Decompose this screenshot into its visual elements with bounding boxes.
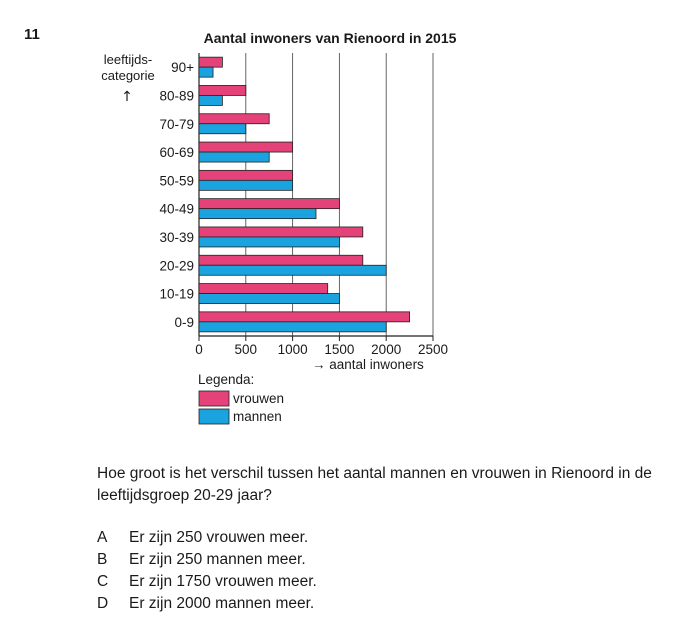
x-tick-label: 0 [195,342,203,357]
option-d[interactable]: D Er zijn 2000 mannen meer. [97,593,317,615]
legend-label-mannen: mannen [233,409,282,424]
option-text: Er zijn 250 vrouwen meer. [129,529,309,546]
bar-vrouwen [198,141,293,153]
category-label: 0-9 [174,315,194,330]
option-letter: B [97,551,108,568]
legend-swatch-mannen [198,408,230,425]
y-axis-label-line1: leeftijds- [104,52,152,67]
option-text: Er zijn 1750 vrouwen meer. [129,573,317,590]
category-label: 40-49 [159,202,194,217]
answer-options: A Er zijn 250 vrouwen meer. B Er zijn 25… [97,527,317,615]
category-label: 60-69 [159,145,194,160]
bar-mannen [198,293,340,304]
y-axis-label-line2: categorie [101,68,154,83]
x-tick-labels: 0 500 1000 1500 2000 2500 [195,342,448,357]
legend-label-vrouwen: vrouwen [233,391,284,406]
bar-vrouwen [198,311,411,323]
category-label: 80-89 [159,88,194,103]
category-label: 90+ [171,60,194,75]
bar-vrouwen [198,198,340,210]
bar-mannen [198,321,387,333]
option-letter: C [97,573,109,590]
legend: Legenda: vrouwen mannen [198,372,284,425]
category-label: 20-29 [159,258,194,273]
bar-mannen [198,151,270,163]
category-labels: 90+ 80-89 70-79 60-69 50-59 40-49 30-39 20-29 10… [159,60,194,330]
x-tick-label: 2500 [418,342,448,357]
bar-mannen [198,179,293,191]
bar-vrouwen [198,226,364,238]
category-label: 50-59 [159,173,194,188]
category-label: 10-19 [159,287,194,302]
bar-mannen [198,208,317,220]
bar-vrouwen [198,85,247,96]
y-axis-arrow-icon: ↑ [121,89,133,105]
bar-mannen [198,264,387,276]
bar-vrouwen [198,56,223,68]
x-axis-label: → aantal inwoners [312,357,424,372]
category-label: 30-39 [159,230,194,245]
category-label: 70-79 [159,117,194,132]
bars-layer [198,56,411,333]
bar-vrouwen [198,169,293,181]
bar-vrouwen [198,254,364,266]
legend-title: Legenda: [198,372,254,387]
bar-mannen [198,123,247,135]
option-a[interactable]: A Er zijn 250 vrouwen meer. [97,527,317,549]
question-number: 11 [24,26,40,43]
option-text: Er zijn 2000 mannen meer. [129,595,315,612]
x-tick-label: 1000 [278,342,308,357]
bar-mannen [198,236,340,248]
bar-mannen [198,66,214,78]
x-tick-label: 500 [235,342,258,357]
question-text: Hoe groot is het verschil tussen het aan… [97,465,652,504]
option-text: Er zijn 250 mannen meer. [129,551,306,568]
bar-vrouwen [198,283,329,294]
option-letter: A [97,529,108,546]
bar-vrouwen [198,113,270,125]
x-tick-label: 1500 [324,342,354,357]
option-c[interactable]: C Er zijn 1750 vrouwen meer. [97,571,317,593]
bar-chart: Aantal inwoners van Rienoord in 2015 lee… [101,30,457,425]
option-b[interactable]: B Er zijn 250 mannen meer. [97,549,317,571]
legend-swatch-vrouwen [198,390,230,407]
x-tick-label: 2000 [371,342,401,357]
chart-title: Aantal inwoners van Rienoord in 2015 [204,30,457,46]
bar-mannen [198,95,223,106]
option-letter: D [97,595,109,612]
